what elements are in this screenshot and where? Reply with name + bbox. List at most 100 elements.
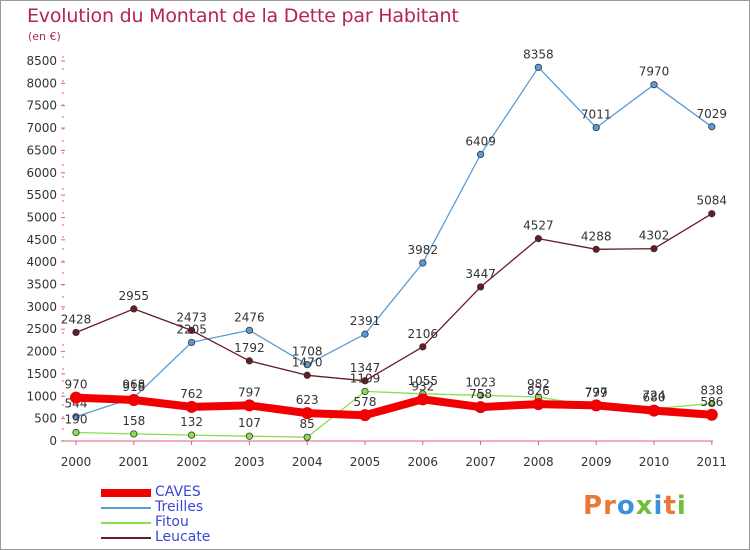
x-tick-label: 2007 (465, 455, 496, 469)
data-label: 1023 (465, 375, 496, 389)
data-point (245, 357, 253, 365)
y-tick-label: 6500 (26, 143, 57, 157)
data-point (534, 63, 543, 71)
data-label: 1792 (234, 341, 265, 355)
series-line-treilles (75, 66, 713, 418)
y-tick-label: 8000 (26, 76, 57, 90)
y-tick-label: 2000 (26, 345, 57, 359)
data-point (650, 245, 658, 253)
data-point (361, 387, 369, 396)
x-tick-label: 2000 (61, 455, 92, 469)
data-label: 7029 (697, 107, 728, 121)
data-point (72, 413, 80, 421)
data-point (130, 305, 138, 313)
data-point (419, 259, 427, 267)
data-point (243, 399, 256, 412)
x-tick-label: 2002 (176, 455, 207, 469)
data-label: 586 (700, 395, 723, 409)
chart-unit: (en €) (28, 30, 61, 43)
data-label: 7970 (639, 65, 670, 79)
data-label: 838 (700, 384, 723, 398)
data-point (245, 326, 253, 334)
data-label: 4288 (581, 229, 612, 243)
data-label: 2955 (119, 289, 150, 303)
data-label: 762 (180, 387, 203, 401)
data-point (476, 283, 485, 291)
y-tick-label: 5500 (26, 188, 57, 202)
data-label: 107 (238, 416, 261, 430)
data-label: 7011 (581, 108, 612, 122)
data-point (303, 371, 311, 379)
chart-title: Evolution du Montant de la Dette par Hab… (27, 5, 459, 27)
data-label: 85 (300, 417, 315, 431)
x-tick-label: 2011 (697, 455, 728, 469)
data-point (130, 430, 138, 438)
data-point (648, 404, 660, 417)
data-label: 5084 (697, 194, 728, 208)
legend-swatch (101, 522, 151, 524)
y-tick-label: 2500 (26, 322, 57, 336)
x-tick-label: 2009 (581, 455, 612, 469)
data-label: 8358 (523, 47, 554, 61)
x-tick-label: 2001 (119, 455, 150, 469)
series-line-fitou (75, 390, 712, 438)
x-tick-label: 2006 (408, 455, 439, 469)
data-label: 2391 (350, 314, 381, 328)
data-point (416, 393, 429, 406)
data-label: 623 (296, 393, 319, 407)
data-label: 3982 (408, 243, 439, 257)
data-label: 158 (122, 414, 145, 428)
y-tick-label: 5000 (26, 210, 57, 224)
data-label: 3447 (465, 267, 496, 281)
data-label: 758 (469, 387, 492, 401)
data-label: 797 (238, 385, 261, 399)
data-point (127, 393, 140, 406)
data-point (705, 408, 718, 421)
data-label: 1708 (292, 345, 323, 359)
data-point (185, 400, 198, 413)
x-tick-label: 2008 (523, 455, 554, 469)
y-tick-label: 6000 (26, 166, 57, 180)
data-point (708, 210, 716, 218)
y-tick-label: 500 (34, 412, 57, 426)
data-label: 2476 (234, 310, 265, 324)
data-label: 918 (122, 380, 145, 394)
data-point (188, 326, 196, 335)
legend-label: Fitou (155, 514, 189, 530)
data-label: 968 (122, 378, 145, 392)
legend-swatch (101, 507, 151, 509)
data-label: 4302 (639, 229, 670, 243)
data-point (592, 245, 600, 253)
y-tick-label: 1500 (26, 367, 57, 381)
data-point (532, 398, 545, 411)
data-label: 2106 (408, 327, 439, 341)
series-line-leucate (75, 213, 713, 382)
data-point (188, 431, 196, 439)
data-label: 578 (354, 395, 377, 409)
data-label: 4527 (523, 219, 554, 233)
data-point (303, 361, 311, 369)
data-point (650, 81, 658, 89)
data-label: 932 (411, 379, 434, 393)
data-label: 826 (527, 384, 550, 398)
data-point (72, 328, 80, 337)
legend-label: Treilles (155, 499, 204, 515)
data-point (534, 235, 543, 243)
y-tick-label: 0 (49, 434, 57, 448)
data-label: 6409 (465, 134, 496, 148)
data-label: 970 (65, 378, 88, 392)
x-tick-label: 2004 (292, 455, 323, 469)
data-point (359, 409, 371, 422)
proxiti-logo: Proxiti (583, 491, 687, 521)
data-point (303, 433, 311, 441)
data-point (476, 391, 485, 399)
data-point (476, 150, 485, 159)
data-point (708, 399, 716, 408)
data-point (72, 428, 80, 437)
data-label: 724 (643, 389, 666, 403)
data-point (245, 432, 253, 440)
y-tick-label: 3000 (26, 300, 57, 314)
data-point (188, 338, 196, 347)
